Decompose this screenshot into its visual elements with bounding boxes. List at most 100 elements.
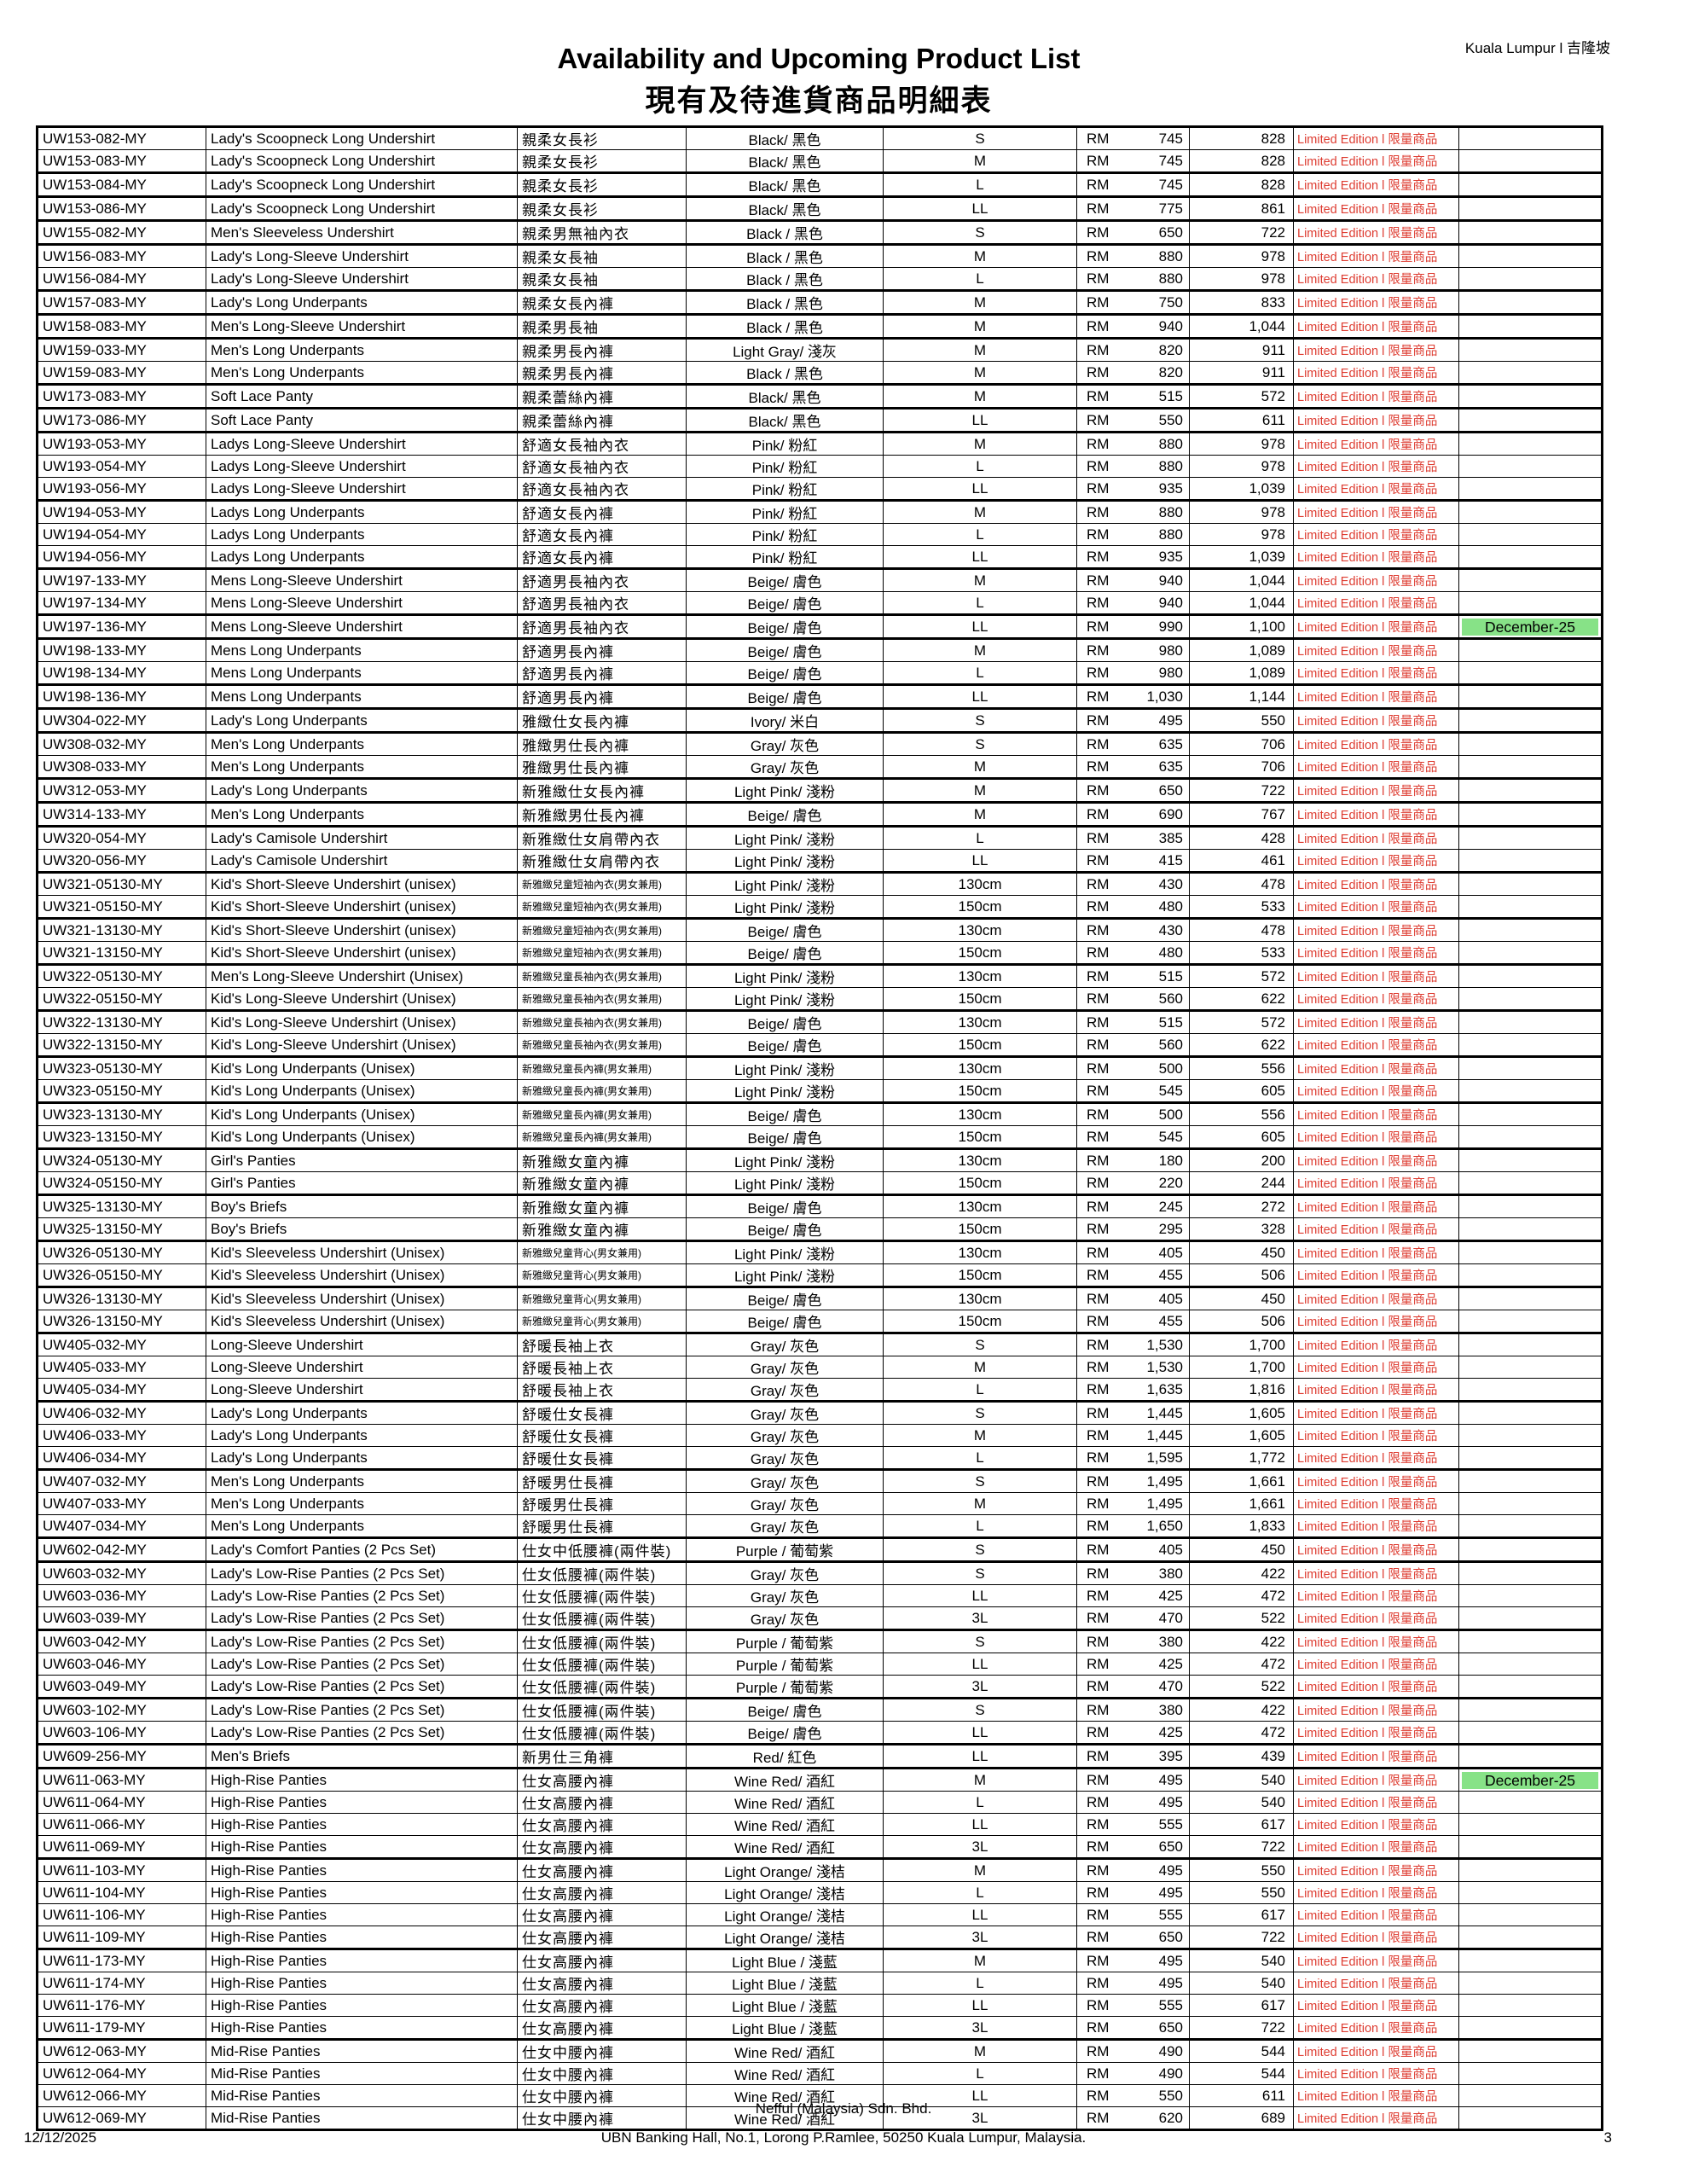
product-name-en-cell: High-Rise Panties	[206, 2016, 518, 2040]
limited-edition-cell: Limited Edition l 限量商品	[1293, 1194, 1459, 1218]
price-value: 560	[1158, 990, 1183, 1007]
size-cell: M	[883, 431, 1077, 456]
availability-note-cell	[1458, 1743, 1603, 1769]
limited-edition-cell: Limited Edition l 限量商品	[1293, 731, 1459, 756]
product-table-wrap: UW153-082-MY Lady's Scoopneck Long Unders…	[36, 125, 1603, 2131]
color-cell: Purple / 葡萄紫	[686, 1653, 884, 1676]
price-cell: RM 1,635	[1076, 1378, 1190, 1402]
product-name-en-cell: Boy's Briefs	[206, 1217, 518, 1241]
table-row: UW405-033-MY Long-Sleeve Undershirt 舒暖長袖上衣…	[37, 1356, 1603, 1379]
product-name-en-cell: Lady's Low-Rise Panties (2 Pcs Set)	[206, 1653, 518, 1676]
limited-edition-cell: Limited Edition l 限量商品	[1293, 1697, 1459, 1722]
price-value: 405	[1158, 1290, 1183, 1307]
availability-note-cell	[1458, 1606, 1603, 1630]
price-value: 495	[1158, 1862, 1183, 1879]
product-code-cell: UW153-084-MY	[37, 171, 206, 197]
second-price-cell: 1,089	[1189, 661, 1294, 685]
table-row: UW193-056-MY Ladys Long-Sleeve Undershirt…	[37, 477, 1603, 501]
color-cell: Beige/ 膚色	[686, 1033, 884, 1057]
currency-label: RM	[1087, 1495, 1110, 1512]
currency-label: RM	[1087, 1517, 1110, 1534]
second-price-cell: 978	[1189, 267, 1294, 291]
product-code-cell: UW326-13130-MY	[37, 1286, 206, 1310]
product-name-en-cell: Lady's Long Underpants	[206, 1424, 518, 1447]
availability-note-cell	[1458, 707, 1603, 733]
price-cell: RM 1,595	[1076, 1446, 1190, 1470]
color-cell: Light Pink/ 淺粉	[686, 1240, 884, 1264]
product-name-en-cell: Kid's Long Underpants (Unisex)	[206, 1125, 518, 1149]
product-name-zh-cell: 舒暖男仕長褲	[517, 1468, 687, 1493]
product-name-zh-cell: 仕女低腰褲(兩件裝)	[517, 1675, 687, 1699]
product-name-zh-cell: 仕女低腰褲(兩件裝)	[517, 1653, 687, 1676]
product-name-zh-cell: 舒暖男仕長褲	[517, 1514, 687, 1538]
product-code-cell: UW304-022-MY	[37, 707, 206, 733]
price-cell: RM 560	[1076, 1033, 1190, 1057]
size-cell: M	[883, 801, 1077, 827]
price-value: 380	[1158, 1565, 1183, 1582]
size-cell: 130cm	[883, 917, 1077, 942]
product-code-cell: UW603-036-MY	[37, 1584, 206, 1607]
product-name-zh-cell: 舒適男長袖內衣	[517, 591, 687, 615]
availability-note-cell	[1458, 1055, 1603, 1080]
table-row: UW406-034-MY Lady's Long Underpants 舒暖仕女長褲…	[37, 1446, 1603, 1470]
availability-note-cell	[1458, 895, 1603, 919]
product-code-cell: UW611-176-MY	[37, 1994, 206, 2017]
size-cell: M	[883, 1424, 1077, 1447]
price-value: 1,495	[1146, 1495, 1183, 1512]
size-cell: S	[883, 731, 1077, 756]
product-name-en-cell: High-Rise Panties	[206, 1835, 518, 1859]
currency-label: RM	[1087, 1082, 1110, 1099]
availability-note-cell	[1458, 1813, 1603, 1836]
product-code-cell: UW193-054-MY	[37, 455, 206, 478]
size-cell: S	[883, 219, 1077, 245]
availability-note-cell	[1458, 125, 1603, 150]
size-cell: M	[883, 499, 1077, 524]
currency-label: RM	[1087, 2065, 1110, 2082]
size-cell: 130cm	[883, 1194, 1077, 1218]
limited-edition-cell: Limited Edition l 限量商品	[1293, 661, 1459, 685]
product-name-en-cell: Mid-Rise Panties	[206, 2106, 518, 2130]
table-row: UW322-13130-MY Kid's Long-Sleeve Undershi…	[37, 1009, 1603, 1034]
color-cell: Black/ 黑色	[686, 149, 884, 173]
product-code-cell: UW321-13130-MY	[37, 917, 206, 942]
color-cell: Light Blue / 淺藍	[686, 2016, 884, 2040]
table-row: UW611-066-MY High-Rise Panties 仕女高腰內褲 Wine …	[37, 1813, 1603, 1836]
price-cell: RM 555	[1076, 1813, 1190, 1836]
product-name-en-cell: Lady's Long Underpants	[206, 1446, 518, 1470]
color-cell: Pink/ 粉紅	[686, 545, 884, 569]
second-price-cell: 550	[1189, 1857, 1294, 1882]
color-cell: Gray/ 灰色	[686, 1356, 884, 1379]
availability-note-cell	[1458, 1560, 1603, 1585]
price-cell: RM 490	[1076, 2062, 1190, 2085]
price-cell: RM 635	[1076, 731, 1190, 756]
price-cell: RM 490	[1076, 2038, 1190, 2063]
limited-edition-cell: Limited Edition l 限量商品	[1293, 1356, 1459, 1379]
size-cell: M	[883, 361, 1077, 385]
price-value: 620	[1158, 2109, 1183, 2126]
product-code-cell: UW323-05150-MY	[37, 1079, 206, 1103]
price-value: 745	[1158, 130, 1183, 147]
table-row: UW308-033-MY Men's Long Underpants 雅緻男仕長內褲…	[37, 755, 1603, 779]
second-price-cell: 1,039	[1189, 545, 1294, 569]
price-value: 550	[1158, 411, 1183, 428]
limited-edition-cell: Limited Edition l 限量商品	[1293, 1629, 1459, 1653]
limited-edition-cell: Limited Edition l 限量商品	[1293, 499, 1459, 524]
table-row: UW198-136-MY Mens Long Underpants 舒適男長內褲 Be…	[37, 683, 1603, 709]
product-name-zh-cell: 仕女高腰內褲	[517, 2016, 687, 2040]
price-value: 480	[1158, 897, 1183, 915]
price-value: 395	[1158, 1747, 1183, 1764]
color-cell: Light Orange/ 淺桔	[686, 1857, 884, 1882]
product-name-en-cell: Lady's Long Underpants	[206, 1400, 518, 1425]
availability-note-cell	[1458, 963, 1603, 988]
product-name-en-cell: Mens Long-Sleeve Undershirt	[206, 591, 518, 615]
product-code-cell: UW321-05130-MY	[37, 871, 206, 896]
currency-label: RM	[1087, 317, 1110, 334]
color-cell: Gray/ 灰色	[686, 1514, 884, 1538]
limited-edition-cell: Limited Edition l 限量商品	[1293, 523, 1459, 546]
product-name-en-cell: High-Rise Panties	[206, 1972, 518, 1995]
product-name-en-cell: Lady's Long-Sleeve Undershirt	[206, 243, 518, 268]
product-code-cell: UW173-083-MY	[37, 383, 206, 409]
table-row: UW198-134-MY Mens Long Underpants 舒適男長內褲 Be…	[37, 661, 1603, 685]
price-value: 1,030	[1146, 688, 1183, 705]
